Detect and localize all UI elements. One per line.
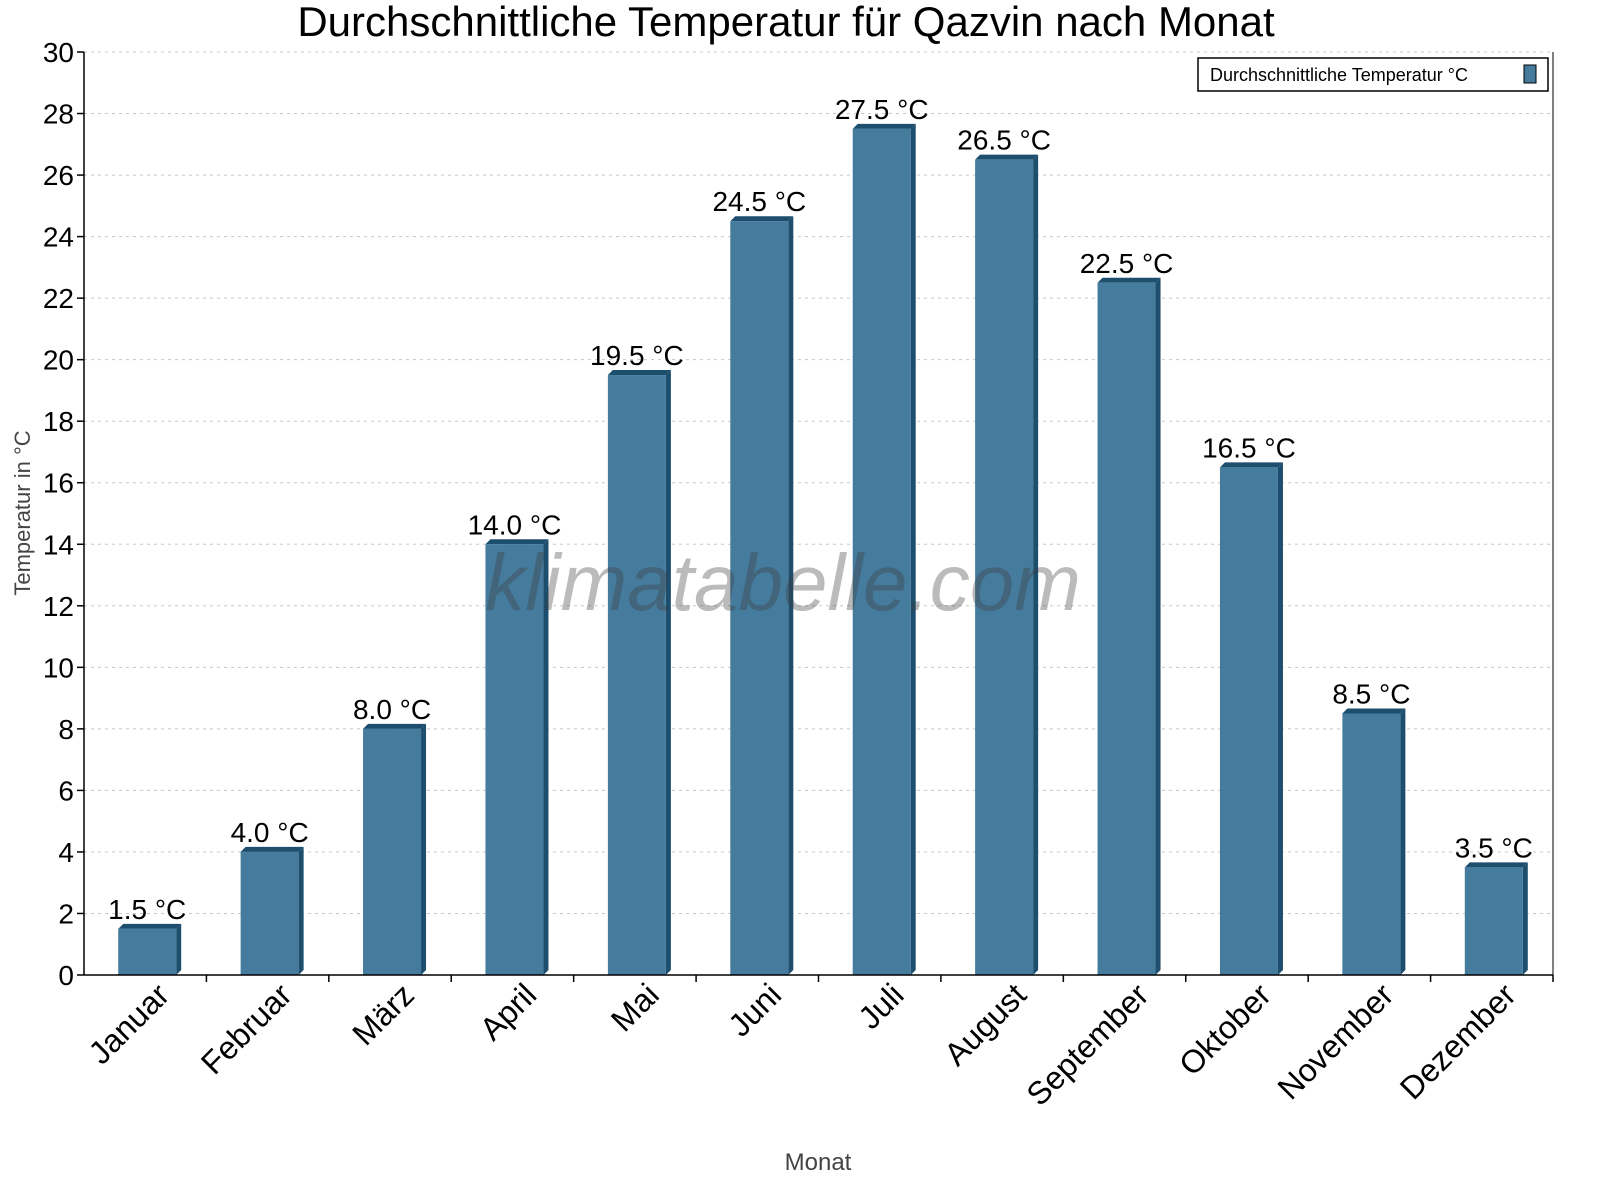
data-label: 24.5 °C <box>712 186 806 217</box>
y-tick-label: 4 <box>58 837 74 868</box>
x-tick-label: April <box>473 976 544 1047</box>
y-tick-label: 16 <box>43 468 74 499</box>
bar <box>1219 467 1278 975</box>
bar <box>485 544 544 975</box>
bar-side <box>910 123 916 975</box>
bar-side <box>421 723 427 975</box>
bar <box>240 851 299 975</box>
y-tick-label: 2 <box>58 898 74 929</box>
data-label: 8.5 °C <box>1332 678 1410 709</box>
bar-side <box>1522 862 1528 975</box>
data-label: 22.5 °C <box>1080 248 1174 279</box>
x-tick-label: Februar <box>194 976 299 1081</box>
bar-top <box>240 846 304 852</box>
legend: Durchschnittliche Temperatur °C <box>1197 57 1549 92</box>
y-tick-label: 6 <box>58 775 74 806</box>
data-label: 26.5 °C <box>957 125 1051 156</box>
x-tick-label: Juni <box>721 976 788 1043</box>
bar-side <box>176 923 182 975</box>
bar <box>363 728 422 975</box>
bar-top <box>975 154 1039 160</box>
bar-side <box>788 216 794 975</box>
bar <box>1464 867 1523 975</box>
bar-top <box>118 923 182 929</box>
y-tick-label: 12 <box>43 591 74 622</box>
data-label: 14.0 °C <box>468 509 562 540</box>
bar-top <box>1097 277 1161 283</box>
bar-side <box>1400 708 1406 975</box>
data-label: 3.5 °C <box>1455 832 1533 863</box>
y-tick-label: 24 <box>43 222 74 253</box>
data-label: 4.0 °C <box>231 817 309 848</box>
bar-side <box>1155 277 1161 975</box>
watermark: klimatabelle.com <box>485 538 1081 627</box>
legend-box <box>1197 57 1549 92</box>
bar <box>975 159 1034 975</box>
bar-side <box>1277 462 1283 976</box>
data-label: 16.5 °C <box>1202 432 1296 463</box>
bar <box>607 375 666 975</box>
bar-top <box>1342 708 1406 714</box>
bar-top <box>730 216 794 222</box>
bar-top <box>1464 862 1528 868</box>
bar-side <box>665 370 671 975</box>
gridlines <box>84 51 1553 914</box>
bar-top <box>485 539 549 545</box>
y-tick-label: 0 <box>58 960 74 991</box>
y-tick-label: 28 <box>43 99 74 130</box>
data-label: 27.5 °C <box>835 94 929 125</box>
x-tick-label: März <box>345 976 421 1052</box>
y-tick-label: 10 <box>43 652 74 683</box>
y-tick-label: 26 <box>43 160 74 191</box>
legend-swatch <box>1523 64 1537 84</box>
x-axis-label: Monat <box>785 1149 852 1176</box>
bar <box>730 221 789 975</box>
bar <box>1097 282 1156 975</box>
data-label: 8.0 °C <box>353 694 431 725</box>
x-tick-label: Mai <box>604 976 666 1038</box>
x-tick-label: Juli <box>851 976 910 1035</box>
y-tick-label: 22 <box>43 283 74 314</box>
y-tick-label: 14 <box>43 529 74 560</box>
x-tick-label: November <box>1270 976 1400 1106</box>
bar-side <box>543 539 549 975</box>
chart-title: Durchschnittliche Temperatur für Qazvin … <box>297 0 1275 45</box>
bar-top <box>607 370 671 376</box>
x-tick-label: Dezember <box>1393 976 1523 1106</box>
data-label: 1.5 °C <box>108 894 186 925</box>
bar <box>1342 713 1401 975</box>
legend-label: Durchschnittliche Temperatur °C <box>1210 65 1468 85</box>
bar-top <box>1219 462 1283 468</box>
bar-side <box>298 846 304 975</box>
y-tick-label: 30 <box>43 37 74 68</box>
x-tick-label: Januar <box>82 976 177 1071</box>
bar-side <box>1033 154 1039 975</box>
y-tick-label: 8 <box>58 714 74 745</box>
data-label: 19.5 °C <box>590 340 684 371</box>
bars: 1.5 °C 4.0 °C 8.0 °C 14.0 °C 19.5 °C 24.5 °C 2… <box>108 94 1533 976</box>
x-tick-label: August <box>937 976 1033 1072</box>
bar <box>852 128 911 975</box>
x-tick-label: September <box>1019 976 1155 1112</box>
y-tick-label: 20 <box>43 345 74 376</box>
x-tick-label: Oktober <box>1172 976 1278 1082</box>
bar-top <box>852 123 916 129</box>
bar-top <box>363 723 427 729</box>
bar <box>118 928 177 975</box>
y-axis-label: Temperatur in °C <box>10 430 35 595</box>
y-tick-label: 18 <box>43 406 74 437</box>
